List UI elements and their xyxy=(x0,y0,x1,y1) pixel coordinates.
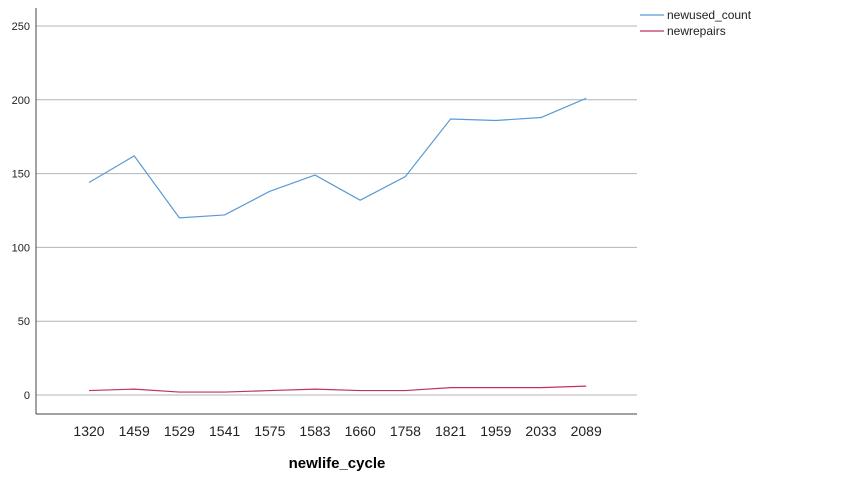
x-tick-label: 1529 xyxy=(164,423,195,439)
y-tick-label: 150 xyxy=(12,169,30,181)
series-line-newused_count xyxy=(88,97,587,219)
x-tick-label: 1459 xyxy=(119,423,150,439)
y-tick-label: 50 xyxy=(18,316,30,328)
y-tick-label: 200 xyxy=(12,95,30,107)
y-tick-label: 100 xyxy=(12,242,30,254)
y-axis-tick-labels: 0 50 100 150 200 250 xyxy=(12,21,30,402)
legend: newused_count newrepairs xyxy=(640,8,752,38)
x-tick-label: 2089 xyxy=(571,423,602,439)
x-tick-label: 1758 xyxy=(390,423,421,439)
x-tick-label: 1660 xyxy=(345,423,376,439)
series-lines xyxy=(88,97,587,393)
series-line-newrepairs xyxy=(88,385,587,393)
x-tick-label: 1320 xyxy=(73,423,104,439)
x-tick-label: 1575 xyxy=(254,423,285,439)
grid-lines xyxy=(36,25,637,396)
x-axis-title: newlife_cycle xyxy=(289,455,386,472)
y-tick-label: 250 xyxy=(12,21,30,33)
y-tick-label: 0 xyxy=(24,390,30,402)
x-tick-label: 1541 xyxy=(209,423,240,439)
x-tick-label: 2033 xyxy=(525,423,556,439)
x-tick-label: 1821 xyxy=(435,423,466,439)
x-tick-label: 1959 xyxy=(480,423,511,439)
x-axis-tick-labels: 1320 1459 1529 1541 1575 1583 1660 1758 1821 1959… xyxy=(73,423,602,439)
legend-label: newused_count xyxy=(667,8,752,22)
x-tick-label: 1583 xyxy=(299,423,330,439)
legend-label: newrepairs xyxy=(667,24,726,38)
